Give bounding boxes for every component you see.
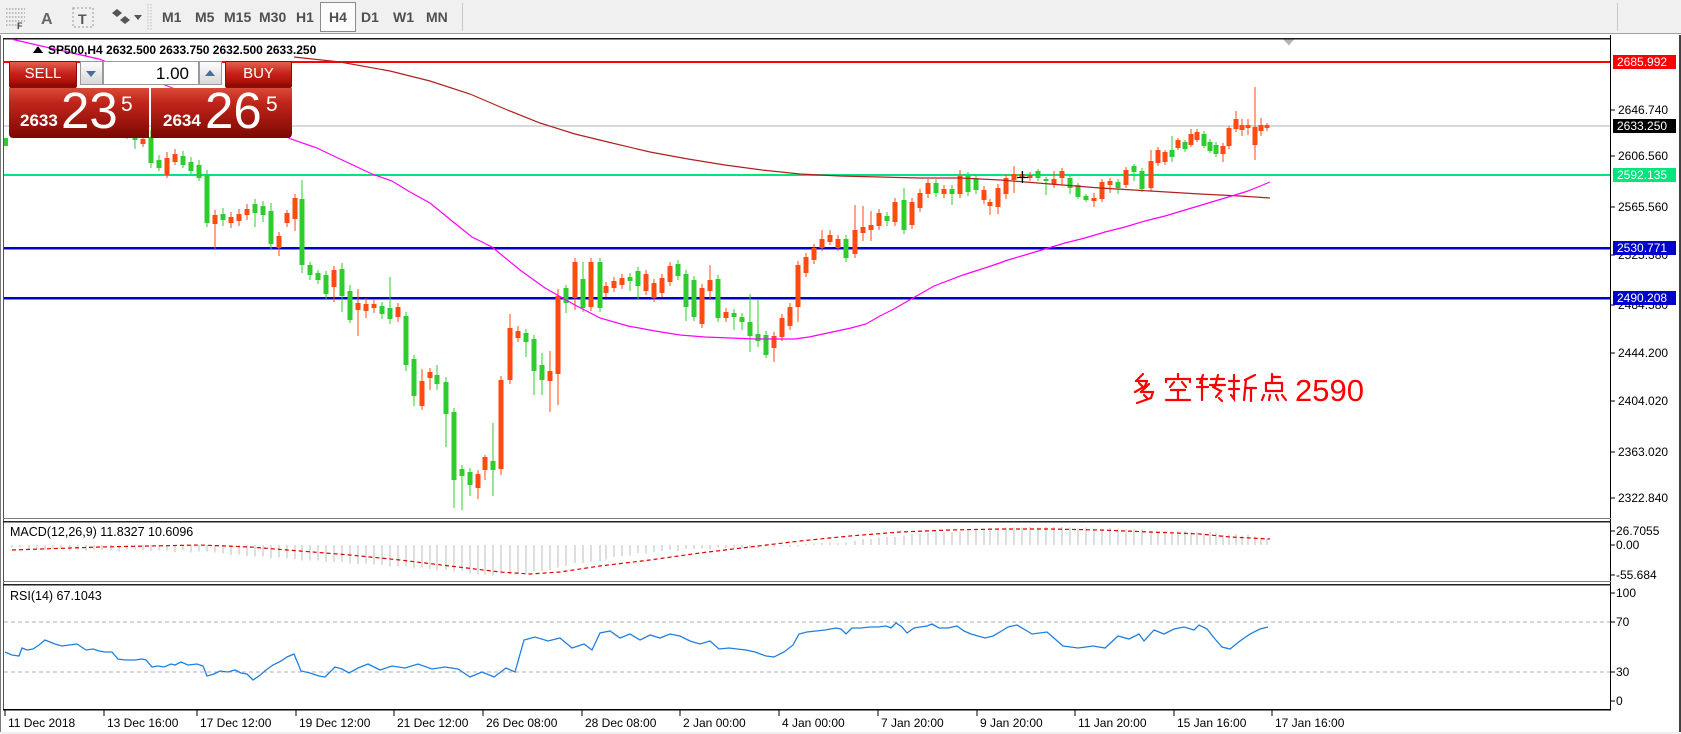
svg-text:19 Dec 12:00: 19 Dec 12:00: [299, 716, 371, 730]
svg-text:2530.771: 2530.771: [1617, 241, 1667, 255]
svg-text:0: 0: [1616, 694, 1623, 708]
svg-text:0.00: 0.00: [1616, 538, 1640, 552]
svg-text:26.7055: 26.7055: [1616, 524, 1660, 538]
svg-text:2565.560: 2565.560: [1618, 200, 1668, 214]
svg-text:13 Dec 16:00: 13 Dec 16:00: [107, 716, 179, 730]
svg-text:2322.840: 2322.840: [1618, 491, 1668, 505]
svg-text:17 Dec 12:00: 17 Dec 12:00: [200, 716, 272, 730]
svg-text:F: F: [17, 21, 23, 31]
svg-text:2404.020: 2404.020: [1618, 394, 1668, 408]
svg-text:9 Jan 20:00: 9 Jan 20:00: [980, 716, 1043, 730]
svg-text:11 Dec 2018: 11 Dec 2018: [8, 716, 75, 730]
svg-text:4 Jan 00:00: 4 Jan 00:00: [782, 716, 845, 730]
svg-text:17 Jan 16:00: 17 Jan 16:00: [1275, 716, 1345, 730]
svg-text:RSI(14) 67.1043: RSI(14) 67.1043: [10, 589, 102, 603]
svg-text:A: A: [41, 11, 53, 28]
svg-text:21 Dec 12:00: 21 Dec 12:00: [397, 716, 469, 730]
svg-text:2 Jan 00:00: 2 Jan 00:00: [683, 716, 746, 730]
svg-text:28 Dec 08:00: 28 Dec 08:00: [585, 716, 657, 730]
svg-text:7 Jan 20:00: 7 Jan 20:00: [881, 716, 944, 730]
svg-text:15 Jan 16:00: 15 Jan 16:00: [1177, 716, 1247, 730]
svg-text:26 Dec 08:00: 26 Dec 08:00: [486, 716, 558, 730]
svg-text:30: 30: [1616, 665, 1630, 679]
svg-text:70: 70: [1616, 615, 1630, 629]
svg-text:2633.250: 2633.250: [1617, 119, 1667, 133]
svg-text:-55.684: -55.684: [1616, 568, 1657, 582]
svg-text:2685.992: 2685.992: [1617, 55, 1667, 69]
svg-text:2490.208: 2490.208: [1617, 291, 1667, 305]
svg-text:2606.560: 2606.560: [1618, 149, 1668, 163]
svg-text:2646.740: 2646.740: [1618, 103, 1668, 117]
svg-text:2592.135: 2592.135: [1617, 168, 1667, 182]
svg-text:11 Jan 20:00: 11 Jan 20:00: [1078, 716, 1147, 730]
svg-text:2444.200: 2444.200: [1618, 346, 1668, 360]
svg-text:T: T: [78, 11, 87, 27]
svg-text:2363.020: 2363.020: [1618, 445, 1668, 459]
svg-text:MACD(12,26,9) 11.8327 10.6096: MACD(12,26,9) 11.8327 10.6096: [10, 525, 193, 539]
svg-text:SP500,H4 2632.500 2633.750 26: SP500,H4 2632.500 2633.750 2632.500 2633…: [48, 43, 317, 57]
svg-text:100: 100: [1616, 586, 1636, 600]
